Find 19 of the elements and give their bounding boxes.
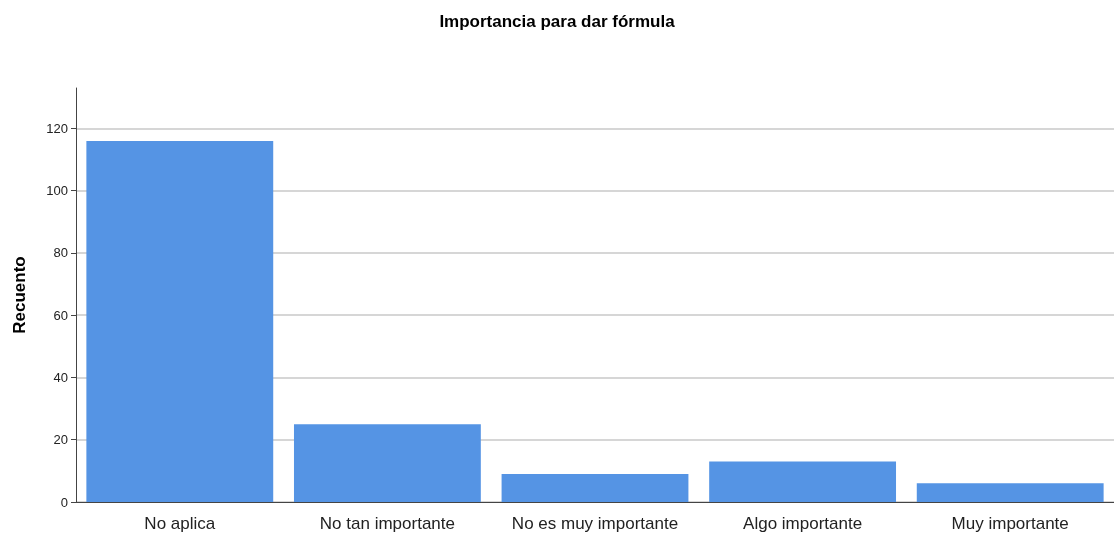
x-tick-label: Muy importante <box>951 514 1069 533</box>
bar <box>501 473 689 502</box>
y-tick-label: 80 <box>53 245 68 261</box>
bar <box>709 461 897 502</box>
bar <box>916 483 1104 502</box>
y-tick-label: 100 <box>46 183 68 199</box>
y-tick-label: 120 <box>46 120 68 136</box>
bar <box>293 424 481 502</box>
y-tick-label: 20 <box>53 432 68 448</box>
bar <box>86 140 274 502</box>
x-tick-label: No es muy importante <box>511 514 679 533</box>
x-tick-label: No tan importante <box>319 514 455 533</box>
y-tick-label: 0 <box>60 494 68 510</box>
y-tick-label: 60 <box>53 307 68 323</box>
x-tick-label: Algo importante <box>743 514 863 533</box>
y-tick-label: 40 <box>53 369 68 385</box>
chart-title: Importancia para dar fórmula <box>439 12 676 31</box>
y-axis-title: Recuento <box>10 256 29 334</box>
x-tick-label: No aplica <box>144 514 216 533</box>
